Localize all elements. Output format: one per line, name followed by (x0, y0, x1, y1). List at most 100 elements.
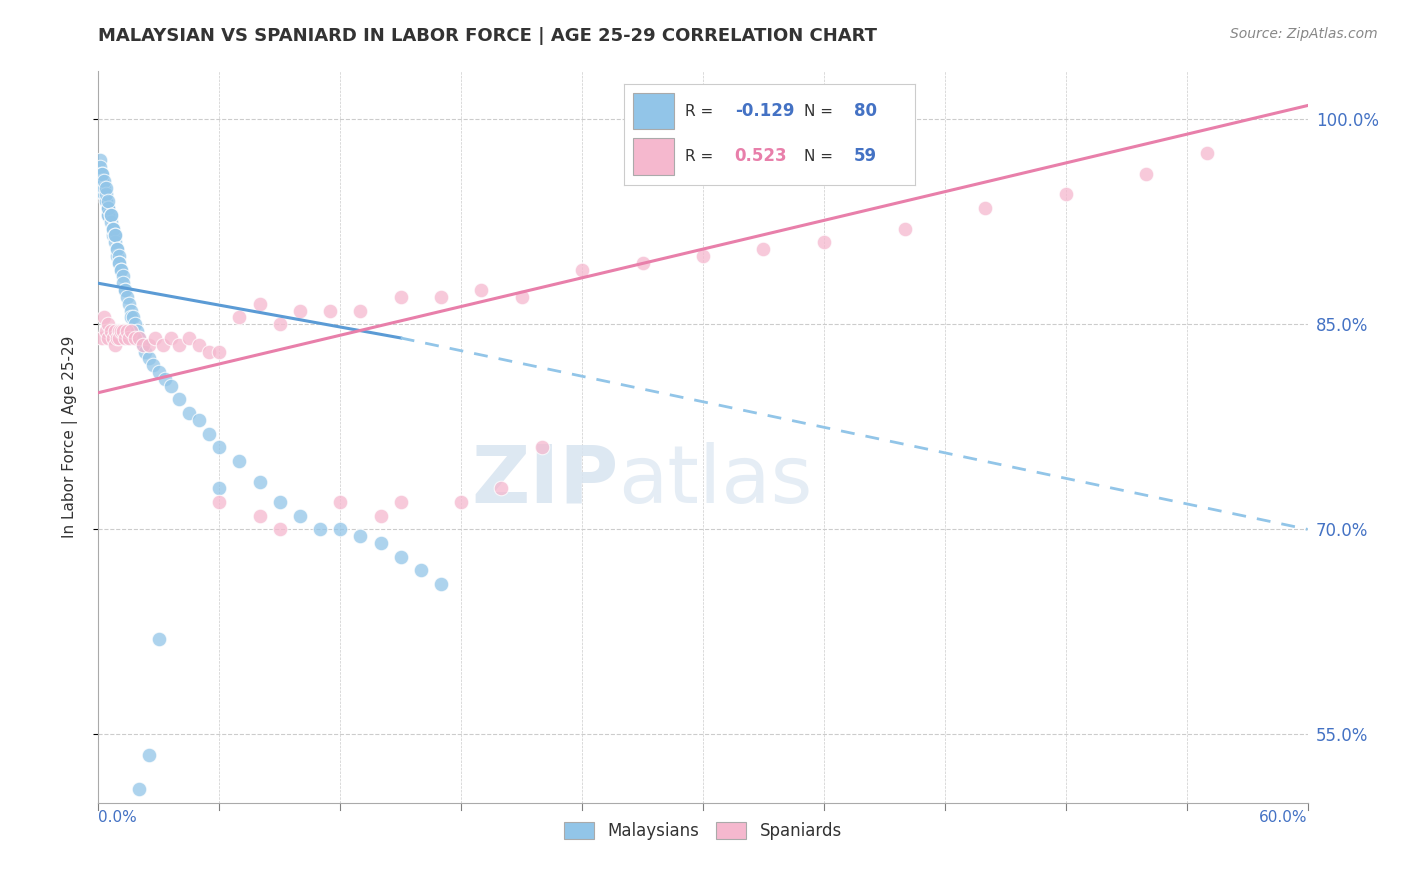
Point (91, 174, 114, 188)
Point (93, 180, 115, 194)
Point (974, 201, 997, 215)
Point (103, 228, 125, 243)
Point (107, 256, 129, 270)
Point (152, 338, 174, 352)
Point (167, 392, 190, 407)
Point (93, 174, 115, 188)
Point (100, 208, 122, 222)
Point (530, 440, 553, 454)
Point (107, 324, 129, 338)
Point (128, 331, 150, 345)
Point (179, 406, 201, 420)
Point (288, 508, 311, 523)
Point (389, 495, 412, 509)
Point (96, 194, 118, 209)
Point (103, 235, 125, 250)
Point (631, 256, 654, 270)
Point (105, 242, 128, 256)
Point (103, 338, 125, 352)
Point (100, 324, 122, 338)
Point (160, 379, 183, 393)
Point (101, 331, 124, 345)
Point (430, 290, 453, 304)
Point (813, 235, 835, 250)
Point (491, 481, 513, 495)
Point (269, 495, 291, 509)
Point (188, 338, 211, 352)
Point (132, 338, 155, 352)
Point (91, 167, 114, 181)
Point (91, 167, 114, 181)
Point (97, 208, 120, 222)
Point (179, 331, 201, 345)
Point (134, 344, 156, 359)
Point (111, 277, 134, 291)
Text: 0.0%: 0.0% (98, 810, 138, 824)
Point (319, 303, 342, 318)
Point (97, 201, 120, 215)
Point (329, 522, 352, 536)
Point (228, 454, 250, 468)
Point (103, 228, 125, 243)
Point (120, 303, 142, 318)
Point (167, 338, 190, 352)
Point (97, 201, 120, 215)
Point (148, 632, 170, 646)
Point (96, 194, 118, 209)
Point (208, 481, 231, 495)
Point (115, 290, 138, 304)
Point (100, 215, 122, 229)
Point (143, 331, 166, 345)
Point (128, 782, 150, 797)
Point (89, 160, 111, 174)
Text: ZIP: ZIP (471, 442, 619, 520)
Point (1054, 187, 1077, 202)
Point (91, 331, 114, 345)
Point (349, 303, 371, 318)
Point (93, 187, 115, 202)
Point (208, 495, 231, 509)
Point (111, 269, 134, 284)
Point (752, 242, 775, 256)
Point (160, 331, 183, 345)
Point (110, 324, 132, 338)
Point (93, 310, 115, 325)
Point (389, 290, 412, 304)
Point (101, 221, 124, 235)
Point (114, 283, 136, 297)
Point (101, 221, 124, 235)
Point (97, 201, 120, 215)
Point (249, 475, 271, 489)
Point (198, 344, 221, 359)
Point (269, 522, 291, 536)
Point (370, 536, 392, 550)
Point (138, 351, 160, 366)
Point (96, 324, 118, 338)
Point (114, 331, 136, 345)
Point (249, 508, 271, 523)
Point (450, 495, 472, 509)
Point (288, 303, 311, 318)
Point (349, 529, 371, 543)
Point (93, 180, 115, 194)
Point (329, 495, 352, 509)
Point (89, 167, 111, 181)
Point (100, 208, 122, 222)
Point (120, 324, 142, 338)
Point (430, 577, 453, 591)
Text: 60.0%: 60.0% (1260, 810, 1308, 824)
Point (91, 174, 114, 188)
Point (208, 440, 231, 454)
Point (188, 413, 211, 427)
Point (138, 338, 160, 352)
Point (111, 324, 134, 338)
Point (89, 153, 111, 168)
Point (208, 344, 231, 359)
Point (97, 318, 120, 332)
Point (96, 180, 118, 194)
Point (97, 194, 120, 209)
Point (93, 187, 115, 202)
Point (97, 208, 120, 222)
Point (370, 508, 392, 523)
Point (118, 331, 141, 345)
